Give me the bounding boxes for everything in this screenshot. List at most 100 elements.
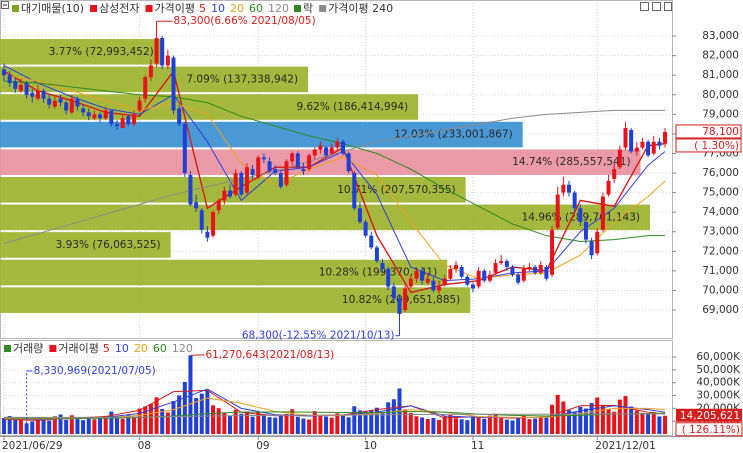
panel-button[interactable] bbox=[640, 2, 649, 11]
candle-body bbox=[312, 149, 317, 156]
volume-bar bbox=[510, 420, 515, 434]
candle-body bbox=[273, 169, 278, 174]
volume-bar bbox=[222, 412, 227, 434]
volume-profile-label: 9.62% (186,414,994) bbox=[296, 101, 408, 113]
legend-swatch bbox=[4, 345, 11, 352]
annotation-label: 68,300(-12.55% 2021/10/13) bbox=[242, 330, 395, 342]
candle-body bbox=[115, 124, 119, 127]
candle-body bbox=[290, 153, 295, 162]
last-price-box bbox=[675, 124, 742, 139]
candle-body bbox=[81, 108, 86, 113]
volume-bar bbox=[459, 419, 464, 434]
volume-bar bbox=[69, 415, 74, 434]
volume-bar bbox=[538, 416, 543, 434]
volume-bar bbox=[493, 413, 498, 434]
volume-bar bbox=[572, 411, 577, 434]
volume-bar bbox=[454, 418, 458, 434]
volume-bar bbox=[504, 419, 509, 434]
y-tick-label: 74,000 bbox=[702, 206, 739, 218]
candle-body bbox=[369, 235, 374, 248]
volume-bar bbox=[561, 401, 566, 434]
volume-bar bbox=[182, 381, 187, 434]
volume-bar bbox=[533, 418, 538, 434]
panel-button[interactable] bbox=[652, 2, 661, 11]
candle-body bbox=[448, 268, 453, 279]
volume-bar bbox=[629, 406, 634, 434]
volume-bar bbox=[58, 414, 63, 434]
candle-body bbox=[600, 196, 605, 230]
last-volume-change-label: ( 126.11%) bbox=[682, 424, 740, 436]
candle-body bbox=[408, 278, 413, 287]
volume-bar bbox=[403, 409, 408, 434]
volume-bar bbox=[544, 417, 549, 434]
volume-profile-label: 10.28% (199,370,141) bbox=[319, 267, 437, 279]
candle-body bbox=[357, 208, 362, 222]
volume-bar bbox=[81, 420, 86, 434]
candle-body bbox=[103, 110, 108, 119]
volume-profile-label: 3.77% (72,993,452) bbox=[49, 46, 154, 58]
candle-body bbox=[499, 261, 504, 264]
volume-bar bbox=[623, 396, 628, 434]
volume-profile-label: 12.03% (233,001,867) bbox=[394, 129, 512, 141]
candle-body bbox=[425, 278, 430, 283]
volume-bar bbox=[154, 397, 159, 434]
volume-bar bbox=[267, 417, 272, 434]
legend-label: 삼성전자 bbox=[99, 2, 139, 15]
candle-body bbox=[182, 124, 187, 174]
candle-body bbox=[561, 184, 566, 193]
y-tick-label: 80,000 bbox=[702, 89, 739, 101]
y-tick-label: 81,000 bbox=[702, 69, 739, 81]
volume-bar bbox=[640, 412, 645, 434]
candle-body bbox=[171, 57, 176, 111]
candle-body bbox=[295, 153, 300, 168]
x-tick-label: 09 bbox=[256, 440, 269, 452]
volume-bar bbox=[437, 420, 442, 434]
volume-bar bbox=[7, 416, 12, 434]
volume-bar bbox=[86, 417, 91, 434]
volume-bar bbox=[120, 418, 125, 434]
legend-label: 60 bbox=[153, 342, 167, 355]
candle-body bbox=[589, 241, 594, 256]
legend-swatch bbox=[319, 5, 327, 12]
legend-label: 5 bbox=[103, 342, 110, 355]
candle-body bbox=[109, 110, 114, 125]
candle-body bbox=[69, 98, 74, 113]
candle-body bbox=[476, 270, 481, 287]
candle-body bbox=[148, 65, 153, 78]
volume-bar bbox=[290, 409, 295, 434]
volume-bar bbox=[499, 418, 504, 434]
candle-body bbox=[160, 38, 165, 66]
price-ma-line bbox=[3, 74, 666, 280]
volume-bar bbox=[408, 412, 413, 434]
last-change-box bbox=[675, 138, 742, 153]
volume-bar bbox=[595, 397, 600, 434]
candle-body bbox=[527, 266, 532, 269]
volume-bar bbox=[137, 408, 142, 434]
last-volume-label: 14,205,621 bbox=[680, 410, 740, 422]
volume-bar bbox=[442, 416, 447, 434]
candle-body bbox=[465, 276, 470, 285]
candle-body bbox=[233, 173, 238, 195]
candle-body bbox=[352, 173, 357, 209]
candle-body bbox=[595, 231, 600, 254]
volume-bar bbox=[357, 410, 362, 434]
volume-bar bbox=[256, 412, 261, 434]
candle-body bbox=[640, 141, 645, 148]
volume-bar bbox=[211, 405, 216, 434]
volume-bar bbox=[521, 415, 526, 434]
candle-body bbox=[222, 190, 227, 201]
panel-button[interactable] bbox=[664, 2, 672, 11]
legend-label: 5 bbox=[199, 2, 206, 15]
volume-bar bbox=[233, 409, 238, 434]
candle-body bbox=[572, 192, 577, 209]
candle-body bbox=[629, 129, 634, 152]
volume-bar bbox=[143, 406, 148, 434]
volume-bar bbox=[657, 416, 662, 434]
x-tick-label: 08 bbox=[138, 440, 151, 452]
volume-bar bbox=[363, 411, 368, 434]
candle-body bbox=[267, 161, 272, 172]
last-price-label: 78,100 bbox=[702, 126, 739, 138]
volume-bar bbox=[465, 420, 470, 434]
x-tick-label: 11 bbox=[471, 440, 484, 452]
